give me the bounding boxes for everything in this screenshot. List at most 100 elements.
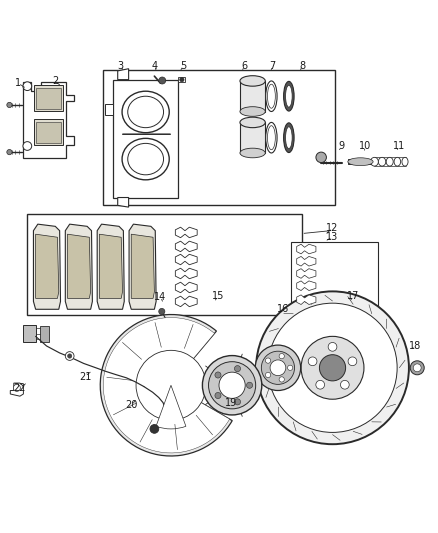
Text: 7: 7: [269, 61, 276, 71]
Circle shape: [340, 381, 349, 389]
Bar: [291, 243, 378, 314]
Bar: [34, 119, 63, 145]
Polygon shape: [97, 224, 124, 309]
Circle shape: [301, 336, 364, 399]
Circle shape: [23, 82, 32, 91]
Text: 19: 19: [225, 398, 237, 408]
Bar: [240, 81, 265, 111]
Ellipse shape: [128, 143, 163, 175]
Polygon shape: [65, 224, 92, 309]
Text: 6: 6: [241, 61, 247, 71]
Bar: [36, 88, 60, 109]
Ellipse shape: [266, 81, 277, 111]
Polygon shape: [175, 282, 197, 293]
Circle shape: [215, 372, 221, 378]
Polygon shape: [175, 241, 197, 252]
Circle shape: [65, 352, 74, 360]
Polygon shape: [175, 254, 197, 265]
Bar: [34, 85, 63, 111]
Polygon shape: [297, 269, 316, 278]
Ellipse shape: [122, 139, 169, 180]
Polygon shape: [99, 234, 123, 298]
Circle shape: [247, 382, 253, 389]
Text: 15: 15: [212, 291, 224, 301]
Text: 20: 20: [126, 400, 138, 410]
Polygon shape: [297, 244, 316, 254]
Ellipse shape: [284, 123, 294, 152]
Polygon shape: [175, 227, 197, 238]
Text: 5: 5: [180, 61, 186, 71]
Circle shape: [159, 309, 165, 314]
Polygon shape: [175, 268, 197, 279]
Ellipse shape: [266, 123, 277, 153]
Circle shape: [234, 399, 240, 405]
Circle shape: [219, 372, 245, 398]
Polygon shape: [129, 224, 156, 309]
Circle shape: [234, 366, 240, 372]
Polygon shape: [297, 256, 316, 266]
Text: 2: 2: [52, 76, 58, 86]
Circle shape: [13, 384, 20, 391]
Circle shape: [265, 373, 271, 377]
Circle shape: [215, 392, 221, 399]
Ellipse shape: [284, 82, 294, 111]
Polygon shape: [33, 224, 60, 309]
Text: 1: 1: [15, 78, 21, 88]
Ellipse shape: [240, 107, 265, 116]
Circle shape: [67, 354, 72, 358]
Circle shape: [348, 357, 357, 366]
Ellipse shape: [348, 158, 373, 166]
Bar: [348, 159, 373, 164]
Polygon shape: [105, 103, 113, 115]
Ellipse shape: [240, 76, 265, 86]
Text: 11: 11: [393, 141, 405, 151]
Circle shape: [268, 303, 397, 432]
Circle shape: [270, 360, 286, 376]
Circle shape: [261, 351, 294, 384]
Ellipse shape: [268, 126, 276, 150]
Circle shape: [180, 77, 184, 82]
Circle shape: [202, 356, 262, 415]
Ellipse shape: [268, 84, 276, 108]
Text: 17: 17: [347, 291, 360, 301]
Circle shape: [410, 361, 424, 375]
Wedge shape: [103, 318, 230, 453]
Wedge shape: [136, 350, 206, 420]
Ellipse shape: [371, 157, 378, 166]
Bar: [40, 326, 49, 342]
Circle shape: [23, 142, 32, 150]
Circle shape: [308, 357, 317, 366]
Polygon shape: [118, 198, 129, 207]
Ellipse shape: [286, 85, 292, 107]
Circle shape: [208, 362, 256, 409]
Circle shape: [255, 345, 300, 391]
Polygon shape: [297, 281, 316, 290]
Wedge shape: [156, 385, 186, 429]
Circle shape: [413, 364, 421, 372]
Polygon shape: [175, 296, 197, 306]
Bar: [27, 214, 302, 314]
Ellipse shape: [240, 117, 265, 128]
Ellipse shape: [286, 127, 292, 149]
Ellipse shape: [394, 157, 401, 166]
Bar: [113, 79, 178, 198]
Circle shape: [159, 77, 166, 84]
Text: 4: 4: [151, 61, 157, 71]
Circle shape: [288, 365, 293, 370]
Ellipse shape: [386, 157, 393, 166]
Circle shape: [7, 102, 12, 108]
Bar: [103, 70, 335, 205]
Polygon shape: [297, 295, 316, 304]
Bar: [36, 122, 60, 143]
Text: 14: 14: [154, 292, 166, 302]
Circle shape: [279, 377, 284, 382]
Circle shape: [265, 358, 271, 363]
Text: 9: 9: [338, 141, 344, 151]
Polygon shape: [35, 234, 59, 298]
Text: 12: 12: [326, 223, 339, 233]
Circle shape: [7, 149, 12, 155]
Text: 18: 18: [410, 341, 422, 351]
Circle shape: [150, 425, 159, 433]
Text: 3: 3: [118, 61, 124, 71]
Bar: [240, 123, 265, 153]
